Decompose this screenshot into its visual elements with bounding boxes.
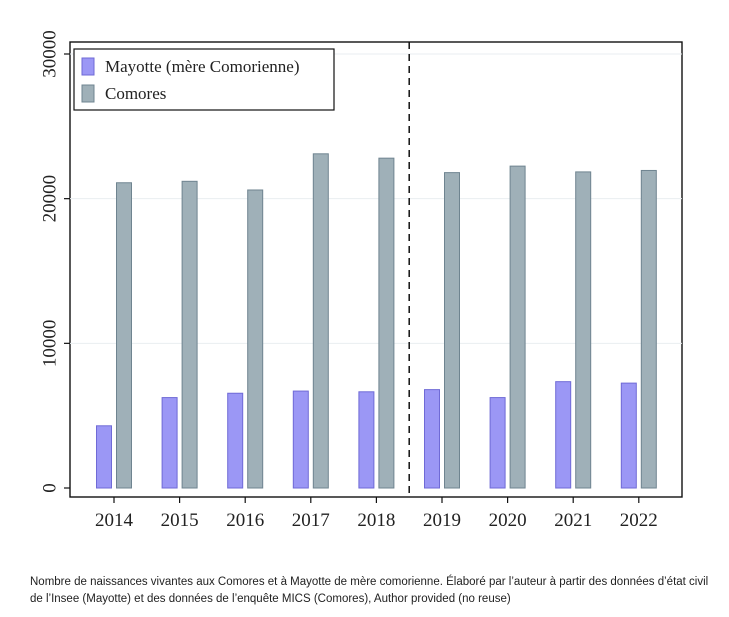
bar-chart: 0 10000 20000 30000 2014 2015 2016 2017 2018 2019… — [40, 30, 683, 531]
bar-comores-2016 — [247, 189, 264, 489]
bar-mayotte-2022 — [620, 382, 637, 489]
bar-mayotte-2018 — [358, 391, 375, 489]
bar-comores-2018 — [378, 157, 395, 489]
legend-label: Comores — [105, 84, 166, 103]
bar-mayotte-2020 — [489, 397, 506, 489]
bar-mayotte-2021 — [555, 381, 572, 489]
x-tick-label: 2018 — [357, 510, 395, 531]
x-tick-label: 2019 — [423, 510, 461, 531]
bar-comores-2015 — [181, 180, 198, 489]
bar-comores-2019 — [444, 172, 460, 489]
legend-swatch — [81, 84, 95, 103]
y-tick-label: 30000 — [40, 30, 61, 78]
x-tick-label: 2015 — [161, 510, 199, 531]
figure-caption: Nombre de naissances vivantes aux Comore… — [30, 575, 709, 605]
y-tick-label: 10000 — [40, 320, 61, 368]
bar-comores-2017 — [312, 153, 329, 489]
bar-mayotte-2017 — [292, 390, 309, 489]
y-tick-label: 20000 — [40, 175, 61, 223]
chart-container: 0 10000 20000 30000 2014 2015 2016 2017 2018 2019… — [40, 30, 683, 531]
legend-label: Mayotte (mère Comorienne) — [105, 57, 300, 76]
x-tick-label: 2014 — [95, 510, 134, 531]
x-tick-label: 2021 — [554, 510, 592, 531]
legend-box — [73, 48, 335, 111]
bar-mayotte-2019 — [424, 389, 440, 489]
bar-comores-2014 — [116, 182, 132, 489]
bar-comores-2021 — [575, 171, 592, 489]
bar-mayotte-2015 — [161, 397, 178, 489]
bar-comores-2022 — [640, 169, 657, 489]
x-tick-label: 2017 — [292, 510, 330, 531]
x-tick-label: 2022 — [620, 510, 658, 531]
x-tick-label: 2020 — [489, 510, 527, 531]
x-tick-label: 2016 — [226, 510, 264, 531]
bar-mayotte-2014 — [96, 425, 112, 489]
legend-swatch — [81, 57, 95, 76]
bar-mayotte-2016 — [227, 392, 244, 489]
y-tick-label: 0 — [40, 483, 61, 493]
bar-comores-2020 — [509, 165, 526, 489]
